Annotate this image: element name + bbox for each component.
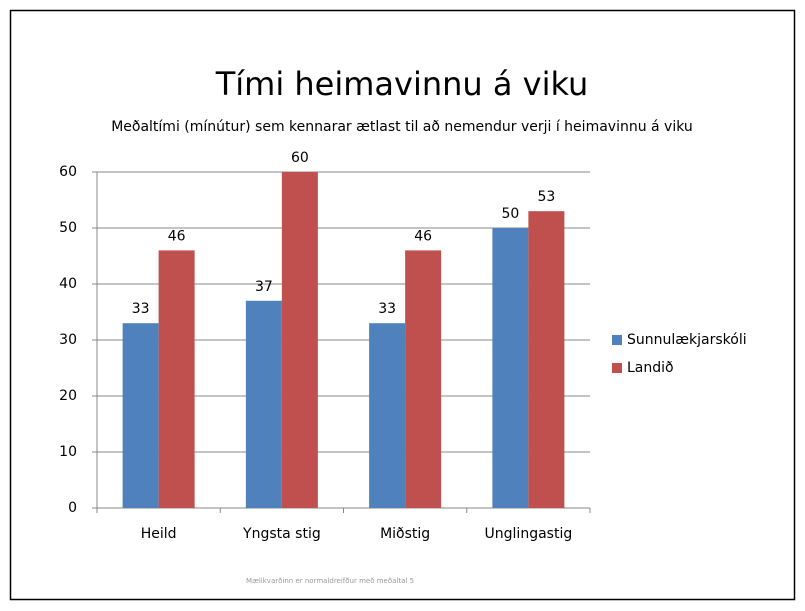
bar <box>122 323 159 508</box>
y-tick-label: 50 <box>59 220 77 236</box>
x-tick-label: Unglingastig <box>485 526 573 542</box>
data-label: 60 <box>291 150 309 166</box>
footnote: Mælikvarðinn er normaldreifður með meðal… <box>246 577 414 585</box>
chart-subtitle: Meðaltími (mínútur) sem kennarar ætlast … <box>111 119 693 135</box>
x-tick-label: Yngsta stig <box>242 526 321 542</box>
bar <box>528 211 565 508</box>
legend-label: Landið <box>627 360 674 376</box>
data-label: 46 <box>414 228 432 244</box>
data-label: 37 <box>255 279 273 295</box>
bar <box>369 323 406 508</box>
y-tick-label: 60 <box>59 164 77 180</box>
bar <box>405 250 442 508</box>
legend-swatch <box>612 335 622 345</box>
x-tick-label: Heild <box>141 526 177 542</box>
y-tick-label: 10 <box>59 444 77 460</box>
y-tick-label: 40 <box>59 276 77 292</box>
y-tick-label: 30 <box>59 332 77 348</box>
x-tick-label: Miðstig <box>380 526 430 542</box>
data-label: 33 <box>378 301 396 317</box>
bar <box>245 300 282 508</box>
data-label: 50 <box>501 206 519 222</box>
data-label: 46 <box>168 228 186 244</box>
legend-swatch <box>612 363 622 373</box>
y-tick-label: 0 <box>68 500 77 516</box>
legend-label: Sunnulækjarskóli <box>627 332 747 348</box>
chart-title: Tími heimavinnu á viku <box>215 65 589 103</box>
data-label: 33 <box>132 301 150 317</box>
y-tick-label: 20 <box>59 388 77 404</box>
bar <box>281 172 318 508</box>
bar <box>158 250 195 508</box>
bar <box>492 228 529 508</box>
data-label: 53 <box>537 189 555 205</box>
